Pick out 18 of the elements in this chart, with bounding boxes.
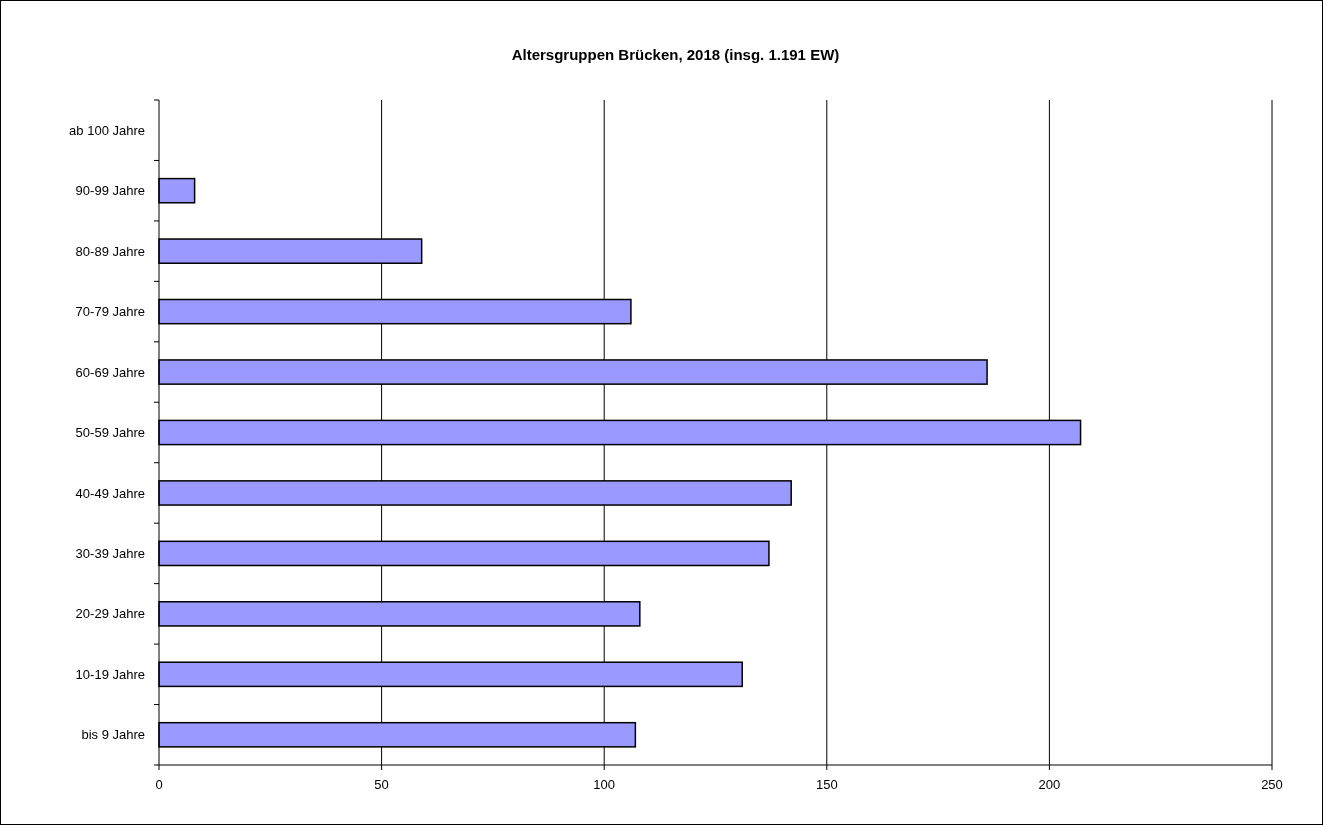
y-tick-label: 10-19 Jahre [75, 666, 145, 682]
y-tick-label: 80-89 Jahre [75, 243, 145, 259]
x-tick-label: 250 [1261, 777, 1283, 792]
y-tick-label: ab 100 Jahre [69, 122, 145, 138]
y-tick-label: bis 9 Jahre [81, 727, 145, 743]
y-tick-label: 40-49 Jahre [75, 485, 145, 501]
y-tick-label: 60-69 Jahre [75, 364, 145, 380]
y-tick-label: 70-79 Jahre [75, 304, 145, 320]
x-tick-label: 100 [593, 777, 616, 792]
x-tick-label: 50 [374, 777, 389, 792]
x-tick-label: 0 [155, 777, 163, 792]
x-tick-label: 200 [1038, 777, 1061, 792]
chart-title: Altersgruppen Brücken, 2018 (insg. 1.191 EW) [511, 46, 840, 63]
x-tick-label: 150 [815, 777, 838, 792]
y-tick-label: 50-59 Jahre [75, 425, 145, 441]
y-tick-label: 30-39 Jahre [75, 545, 145, 561]
y-tick-label: 90-99 Jahre [75, 183, 145, 199]
y-tick-label: 20-29 Jahre [75, 606, 145, 622]
